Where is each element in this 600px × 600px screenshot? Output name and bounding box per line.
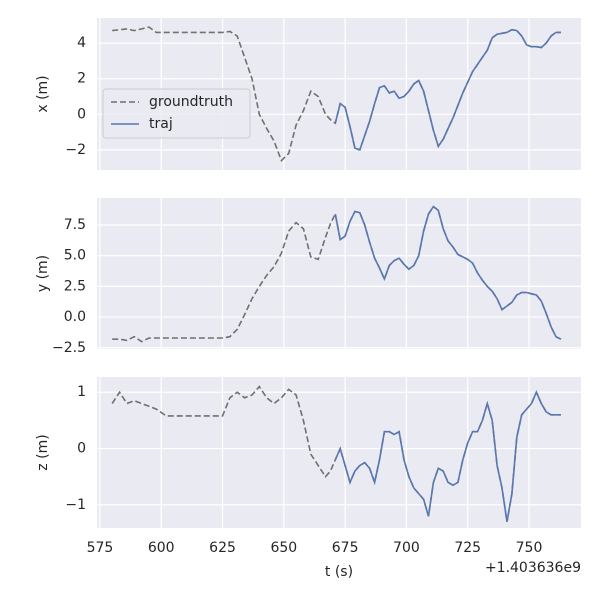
x-tick-label: 625 bbox=[209, 540, 236, 556]
plot-area bbox=[97, 198, 581, 349]
y-axis-label: x (m) bbox=[35, 75, 51, 112]
series-line bbox=[334, 390, 561, 522]
y-tick-label: 0 bbox=[77, 106, 86, 122]
x-offset-label: +1.403636e9 bbox=[485, 560, 581, 576]
y-tick-label: 2.5 bbox=[64, 278, 86, 294]
y-axis-label: y (m) bbox=[35, 255, 51, 292]
y-tick-label: 5.0 bbox=[64, 248, 86, 264]
y-tick-label: 4 bbox=[77, 35, 86, 51]
y-tick-label: 1 bbox=[77, 384, 86, 400]
x-tick-label: 675 bbox=[332, 540, 359, 556]
y-tick-label: 0.0 bbox=[64, 309, 86, 325]
y-tick-label: 0 bbox=[77, 441, 86, 457]
legend-label: traj bbox=[149, 116, 173, 132]
y-tick-label: −2 bbox=[65, 142, 86, 158]
series-line bbox=[334, 28, 561, 151]
series-line bbox=[334, 205, 562, 340]
x-tick-label: 725 bbox=[454, 540, 481, 556]
y-tick-label: −1 bbox=[65, 497, 86, 513]
y-tick-label: −2.5 bbox=[52, 340, 86, 356]
y-tick-label: 7.5 bbox=[64, 217, 86, 233]
y-axis-label: z (m) bbox=[35, 434, 51, 470]
legend-label: groundtruth bbox=[149, 94, 233, 110]
x-tick-label: 750 bbox=[516, 540, 543, 556]
x-tick-label: 600 bbox=[148, 540, 175, 556]
y-tick-label: 2 bbox=[77, 71, 86, 87]
x-tick-label: 700 bbox=[393, 540, 420, 556]
legend-box bbox=[102, 88, 251, 139]
x-tick-label: 650 bbox=[270, 540, 297, 556]
x-tick-label: 575 bbox=[87, 540, 114, 556]
x-axis-label: t (s) bbox=[325, 564, 353, 580]
